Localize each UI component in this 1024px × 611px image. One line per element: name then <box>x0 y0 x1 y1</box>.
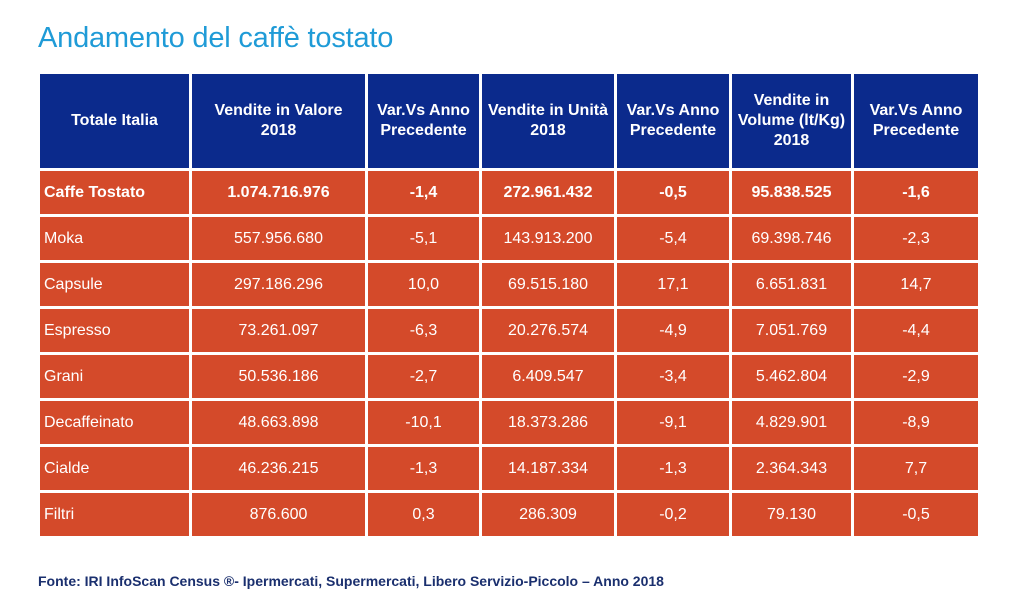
cell-var-valore: 0,3 <box>368 493 479 536</box>
header-var-valore: Var.Vs Anno Precedente <box>368 74 479 168</box>
cell-vendite-volume: 6.651.831 <box>732 263 851 306</box>
cell-vendite-valore: 46.236.215 <box>192 447 365 490</box>
cell-var-unita: -0,2 <box>617 493 729 536</box>
cell-vendite-valore: 1.074.716.976 <box>192 171 365 214</box>
cell-vendite-unita: 20.276.574 <box>482 309 614 352</box>
cell-var-unita: -9,1 <box>617 401 729 444</box>
cell-row-label: Espresso <box>40 309 189 352</box>
cell-row-label: Filtri <box>40 493 189 536</box>
header-vendite-volume: Vendite in Volume (lt/Kg) 2018 <box>732 74 851 168</box>
table-row: Espresso 73.261.097 -6,3 20.276.574 -4,9 7.05… <box>40 309 978 352</box>
cell-var-valore: 10,0 <box>368 263 479 306</box>
table-header-row: Totale Italia Vendite in Valore 2018 Var… <box>40 74 978 168</box>
table-row: Moka 557.956.680 -5,1 143.913.200 -5,4 69.398… <box>40 217 978 260</box>
cell-var-volume: -4,4 <box>854 309 978 352</box>
sales-table: Totale Italia Vendite in Valore 2018 Var… <box>37 71 981 539</box>
cell-vendite-unita: 69.515.180 <box>482 263 614 306</box>
cell-var-volume: -2,3 <box>854 217 978 260</box>
cell-var-unita: -0,5 <box>617 171 729 214</box>
cell-var-valore: -5,1 <box>368 217 479 260</box>
page-title: Andamento del caffè tostato <box>38 22 394 54</box>
cell-vendite-valore: 876.600 <box>192 493 365 536</box>
cell-vendite-volume: 69.398.746 <box>732 217 851 260</box>
header-totale-italia: Totale Italia <box>40 74 189 168</box>
table-row: Cialde 46.236.215 -1,3 14.187.334 -1,3 2.364.… <box>40 447 978 490</box>
table-row-total: Caffe Tostato 1.074.716.976 -1,4 272.961.43… <box>40 171 978 214</box>
cell-row-label: Cialde <box>40 447 189 490</box>
cell-row-label: Grani <box>40 355 189 398</box>
cell-vendite-valore: 48.663.898 <box>192 401 365 444</box>
header-vendite-unita: Vendite in Unità 2018 <box>482 74 614 168</box>
cell-var-unita: -3,4 <box>617 355 729 398</box>
cell-row-label: Capsule <box>40 263 189 306</box>
cell-vendite-valore: 297.186.296 <box>192 263 365 306</box>
cell-vendite-unita: 18.373.286 <box>482 401 614 444</box>
cell-var-unita: -4,9 <box>617 309 729 352</box>
cell-vendite-unita: 272.961.432 <box>482 171 614 214</box>
table-row: Capsule 297.186.296 10,0 69.515.180 17,1 6.65… <box>40 263 978 306</box>
cell-row-label: Moka <box>40 217 189 260</box>
cell-vendite-valore: 73.261.097 <box>192 309 365 352</box>
cell-var-volume: 14,7 <box>854 263 978 306</box>
cell-vendite-volume: 2.364.343 <box>732 447 851 490</box>
cell-var-unita: 17,1 <box>617 263 729 306</box>
cell-var-volume: -2,9 <box>854 355 978 398</box>
cell-vendite-volume: 5.462.804 <box>732 355 851 398</box>
header-vendite-valore: Vendite in Valore 2018 <box>192 74 365 168</box>
header-var-unita: Var.Vs Anno Precedente <box>617 74 729 168</box>
cell-var-unita: -1,3 <box>617 447 729 490</box>
cell-var-volume: -0,5 <box>854 493 978 536</box>
cell-vendite-unita: 14.187.334 <box>482 447 614 490</box>
cell-vendite-volume: 95.838.525 <box>732 171 851 214</box>
cell-vendite-unita: 286.309 <box>482 493 614 536</box>
cell-vendite-unita: 6.409.547 <box>482 355 614 398</box>
cell-vendite-volume: 4.829.901 <box>732 401 851 444</box>
cell-row-label: Decaffeinato <box>40 401 189 444</box>
cell-var-valore: -1,4 <box>368 171 479 214</box>
cell-vendite-volume: 7.051.769 <box>732 309 851 352</box>
cell-vendite-valore: 50.536.186 <box>192 355 365 398</box>
cell-vendite-unita: 143.913.200 <box>482 217 614 260</box>
header-var-volume: Var.Vs Anno Precedente <box>854 74 978 168</box>
table-row: Filtri 876.600 0,3 286.309 -0,2 79.130 -0,5 <box>40 493 978 536</box>
cell-row-label: Caffe Tostato <box>40 171 189 214</box>
table-row: Grani 50.536.186 -2,7 6.409.547 -3,4 5.462.80… <box>40 355 978 398</box>
cell-vendite-valore: 557.956.680 <box>192 217 365 260</box>
cell-var-valore: -6,3 <box>368 309 479 352</box>
table-row: Decaffeinato 48.663.898 -10,1 18.373.286 -9,… <box>40 401 978 444</box>
cell-var-volume: -1,6 <box>854 171 978 214</box>
source-note: Fonte: IRI InfoScan Census ®- Ipermercat… <box>38 573 664 589</box>
cell-var-unita: -5,4 <box>617 217 729 260</box>
cell-var-volume: 7,7 <box>854 447 978 490</box>
cell-var-valore: -2,7 <box>368 355 479 398</box>
cell-vendite-volume: 79.130 <box>732 493 851 536</box>
cell-var-valore: -10,1 <box>368 401 479 444</box>
cell-var-volume: -8,9 <box>854 401 978 444</box>
cell-var-valore: -1,3 <box>368 447 479 490</box>
